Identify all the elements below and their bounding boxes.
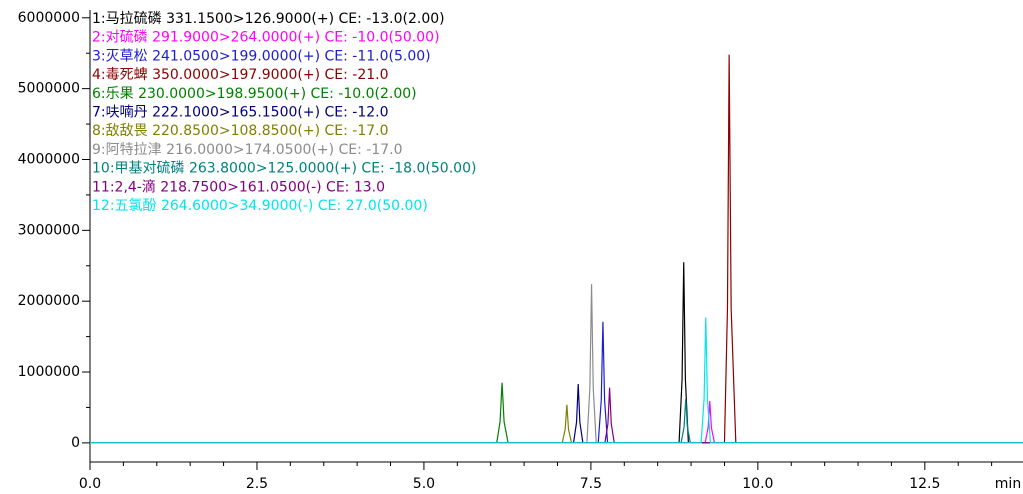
y-tick-label: 2000000 — [18, 293, 80, 309]
y-tick-label: 1000000 — [18, 364, 80, 380]
trace-line — [90, 382, 1023, 444]
trace-line — [90, 321, 1023, 444]
legend-entry: 2:对硫磷 291.9000>264.0000(+) CE: -10.0(50.… — [92, 30, 440, 46]
y-tick-label: 6000000 — [18, 10, 80, 26]
legend-entry: 10:甲基对硫磷 263.8000>125.0000(+) CE: -18.0(… — [92, 160, 476, 177]
x-tick-label: 5.0 — [413, 476, 435, 492]
x-axis-label: min — [995, 476, 1021, 492]
legend-entry: 7:呋喃丹 222.1000>165.1500(+) CE: -12.0 — [92, 105, 389, 121]
y-tick-label: 0 — [71, 435, 80, 451]
y-tick-label: 5000000 — [18, 81, 80, 97]
trace-line — [90, 387, 1023, 444]
trace-line — [90, 398, 1023, 444]
trace-line — [90, 284, 1023, 444]
x-tick-label: 0.0 — [79, 476, 101, 492]
x-tick-label: 10.0 — [742, 476, 773, 492]
legend-entry: 6:乐果 230.0000>198.9500(+) CE: -10.0(2.00… — [92, 86, 417, 102]
legend-entry: 8:敌敌畏 220.8500>108.8500(+) CE: -17.0 — [92, 123, 389, 139]
trace-line — [90, 317, 1023, 444]
legend-entry: 9:阿特拉津 216.0000>174.0500(+) CE: -17.0 — [92, 142, 403, 158]
legend-entry: 4:毒死蜱 350.0000>197.9000(+) CE: -21.0 — [92, 67, 389, 83]
legend-entry: 11:2,4-滴 218.7500>161.0500(-) CE: 13.0 — [92, 178, 385, 195]
legend-entry: 1:马拉硫磷 331.1500>126.9000(+) CE: -13.0(2.… — [92, 11, 445, 27]
traces — [90, 54, 1023, 444]
trace-line — [90, 262, 1023, 444]
trace-line — [90, 384, 1023, 444]
trace-line — [90, 401, 1023, 444]
trace-line — [90, 404, 1023, 444]
legend-entry: 3:灭草松 241.0500>199.0000(+) CE: -11.0(5.0… — [92, 48, 431, 64]
x-tick-label: 2.5 — [246, 476, 268, 492]
x-tick-label: 7.5 — [580, 476, 602, 492]
y-tick-label: 4000000 — [18, 151, 80, 167]
y-tick-label: 3000000 — [18, 222, 80, 238]
legend-entry: 12:五氯酚 264.6000>34.9000(-) CE: 27.0(50.0… — [92, 198, 428, 214]
x-tick-label: 12.5 — [909, 476, 940, 492]
